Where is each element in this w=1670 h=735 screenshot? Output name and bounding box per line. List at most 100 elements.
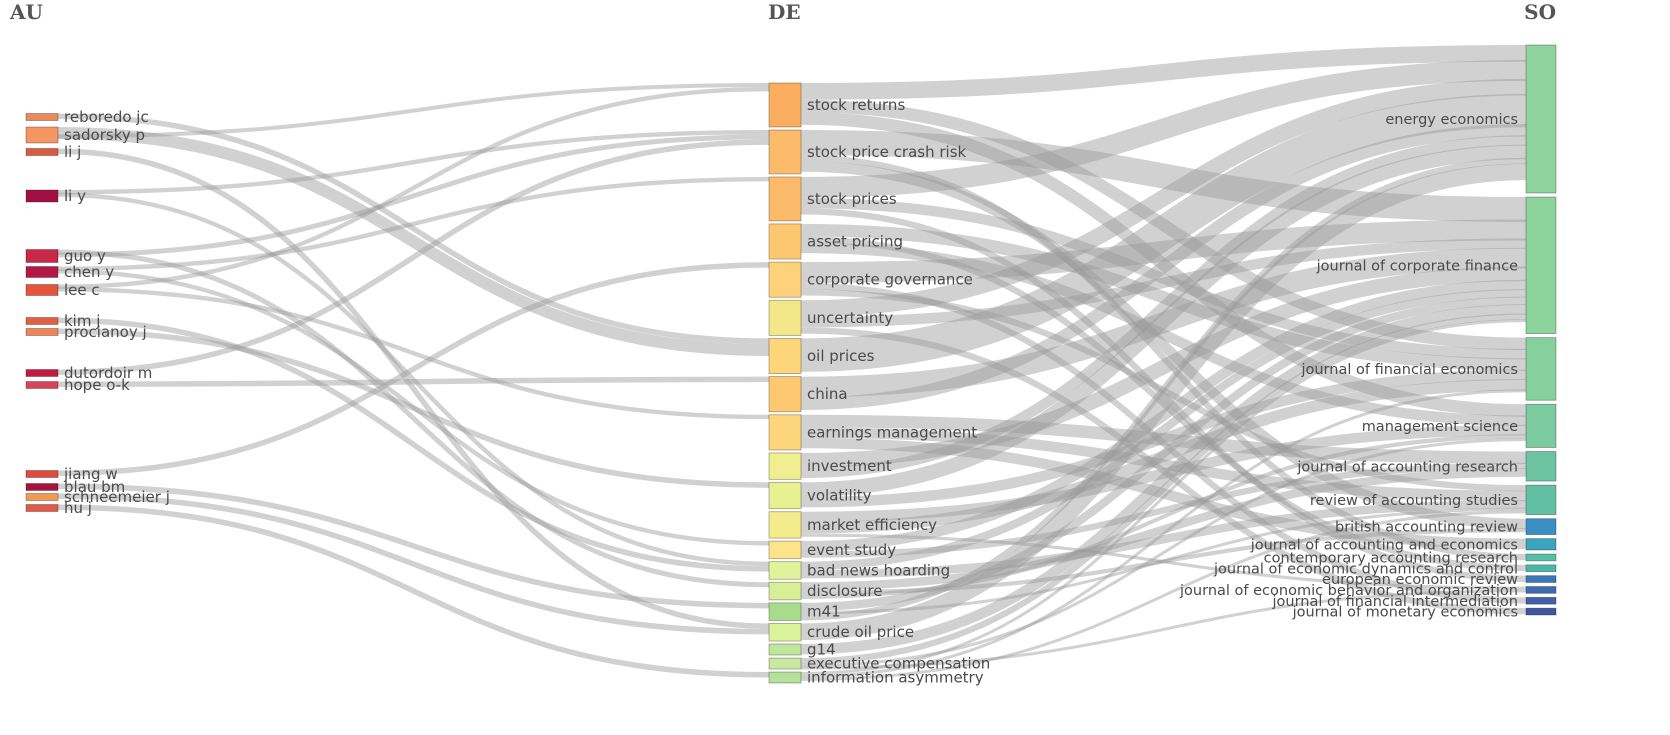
flow-link — [800, 414, 1527, 465]
node-au[interactable] — [25, 470, 59, 478]
node-au[interactable] — [25, 381, 59, 389]
node-au[interactable] — [25, 113, 59, 121]
node-de[interactable] — [768, 223, 802, 260]
flow-link — [800, 44, 1527, 100]
flow-link — [57, 376, 770, 387]
flow-link — [57, 83, 770, 139]
node-de[interactable] — [768, 511, 802, 539]
node-de[interactable] — [768, 540, 802, 560]
flow-link — [800, 427, 1527, 502]
node-de[interactable] — [768, 82, 802, 128]
node-so[interactable] — [1525, 607, 1557, 616]
node-label-so: journal of economic behavior and organiz… — [1179, 583, 1518, 599]
node-au[interactable] — [25, 148, 59, 156]
node-label-de: stock prices — [807, 190, 897, 208]
node-label-so: journal of accounting and economics — [1250, 537, 1518, 553]
node-au[interactable] — [25, 504, 59, 512]
flow-link — [800, 155, 1527, 561]
node-label-de: asset pricing — [807, 233, 903, 251]
node-label-so: journal of financial intermediation — [1272, 594, 1519, 610]
node-so[interactable] — [1525, 596, 1557, 605]
flow-link — [800, 161, 1527, 530]
flow-link — [800, 438, 1527, 668]
flow-link — [800, 99, 1527, 351]
node-de[interactable] — [768, 643, 802, 656]
flow-link — [800, 129, 1527, 223]
node-label-au: dutordoir m — [64, 364, 152, 382]
flow-link — [800, 533, 1527, 590]
node-so[interactable] — [1525, 403, 1557, 448]
node-au[interactable] — [25, 249, 59, 263]
node-label-au: hu j — [64, 499, 92, 517]
node-au[interactable] — [25, 317, 59, 325]
node-de[interactable] — [768, 299, 802, 336]
node-label-au: hope o-k — [64, 376, 130, 394]
node-label-so: journal of corporate finance — [1316, 258, 1518, 274]
node-so[interactable] — [1525, 553, 1557, 562]
node-de[interactable] — [768, 129, 802, 175]
flow-link — [800, 242, 1527, 426]
flow-link — [800, 500, 1527, 579]
node-label-de: disclosure — [807, 582, 882, 600]
node-de[interactable] — [768, 414, 802, 451]
node-layer — [25, 44, 1557, 684]
node-de[interactable] — [768, 602, 802, 621]
node-so[interactable] — [1525, 564, 1557, 573]
node-so[interactable] — [1525, 518, 1557, 536]
node-de[interactable] — [768, 623, 802, 642]
node-de[interactable] — [768, 561, 802, 580]
node-de[interactable] — [768, 671, 802, 684]
flow-link — [800, 163, 1527, 641]
node-au[interactable] — [25, 284, 59, 296]
node-au[interactable] — [25, 328, 59, 336]
column-header-so: SO — [1524, 0, 1556, 24]
flow-link — [800, 157, 1527, 621]
node-label-au: procianoy j — [64, 323, 147, 341]
node-au[interactable] — [25, 493, 59, 501]
node-so[interactable] — [1525, 196, 1557, 335]
node-au[interactable] — [25, 189, 59, 203]
flow-link — [800, 236, 1527, 572]
node-label-so: journal of monetary economics — [1292, 605, 1518, 621]
flow-link — [800, 462, 1527, 558]
flow-link — [800, 238, 1527, 328]
node-de[interactable] — [768, 261, 802, 298]
node-de[interactable] — [768, 481, 802, 510]
flow-link — [800, 319, 1527, 676]
node-au[interactable] — [25, 483, 59, 491]
node-de[interactable] — [768, 376, 802, 413]
node-label-au: reboredo jc — [64, 108, 149, 126]
node-label-so: british accounting review — [1335, 520, 1518, 536]
node-de[interactable] — [768, 657, 802, 670]
flow-link — [800, 60, 1527, 198]
node-label-de: oil prices — [807, 347, 875, 365]
node-so[interactable] — [1525, 575, 1557, 583]
node-label-so: management science — [1362, 419, 1518, 435]
node-au[interactable] — [25, 369, 59, 377]
node-so[interactable] — [1525, 586, 1557, 594]
flow-link — [800, 468, 1527, 591]
node-de[interactable] — [768, 452, 802, 480]
node-so[interactable] — [1525, 451, 1557, 482]
node-so[interactable] — [1525, 484, 1557, 516]
flow-link — [800, 266, 1527, 468]
node-label-de: bad news hoarding — [807, 562, 950, 580]
node-label-so: energy economics — [1385, 112, 1518, 128]
flow-link — [800, 289, 1527, 492]
flow-link — [800, 208, 1527, 582]
node-de[interactable] — [768, 581, 802, 601]
node-so[interactable] — [1525, 538, 1557, 551]
node-label-de: stock price crash risk — [807, 143, 967, 161]
node-de[interactable] — [768, 338, 802, 374]
node-au[interactable] — [25, 126, 59, 144]
node-label-au: guo y — [64, 247, 106, 265]
node-so[interactable] — [1525, 337, 1557, 401]
node-label-au: li j — [64, 143, 81, 161]
node-de[interactable] — [768, 176, 802, 222]
node-so[interactable] — [1525, 44, 1557, 194]
flow-link — [800, 112, 1527, 417]
flow-link — [800, 123, 1527, 411]
flow-link — [57, 249, 770, 588]
node-au[interactable] — [25, 266, 59, 278]
